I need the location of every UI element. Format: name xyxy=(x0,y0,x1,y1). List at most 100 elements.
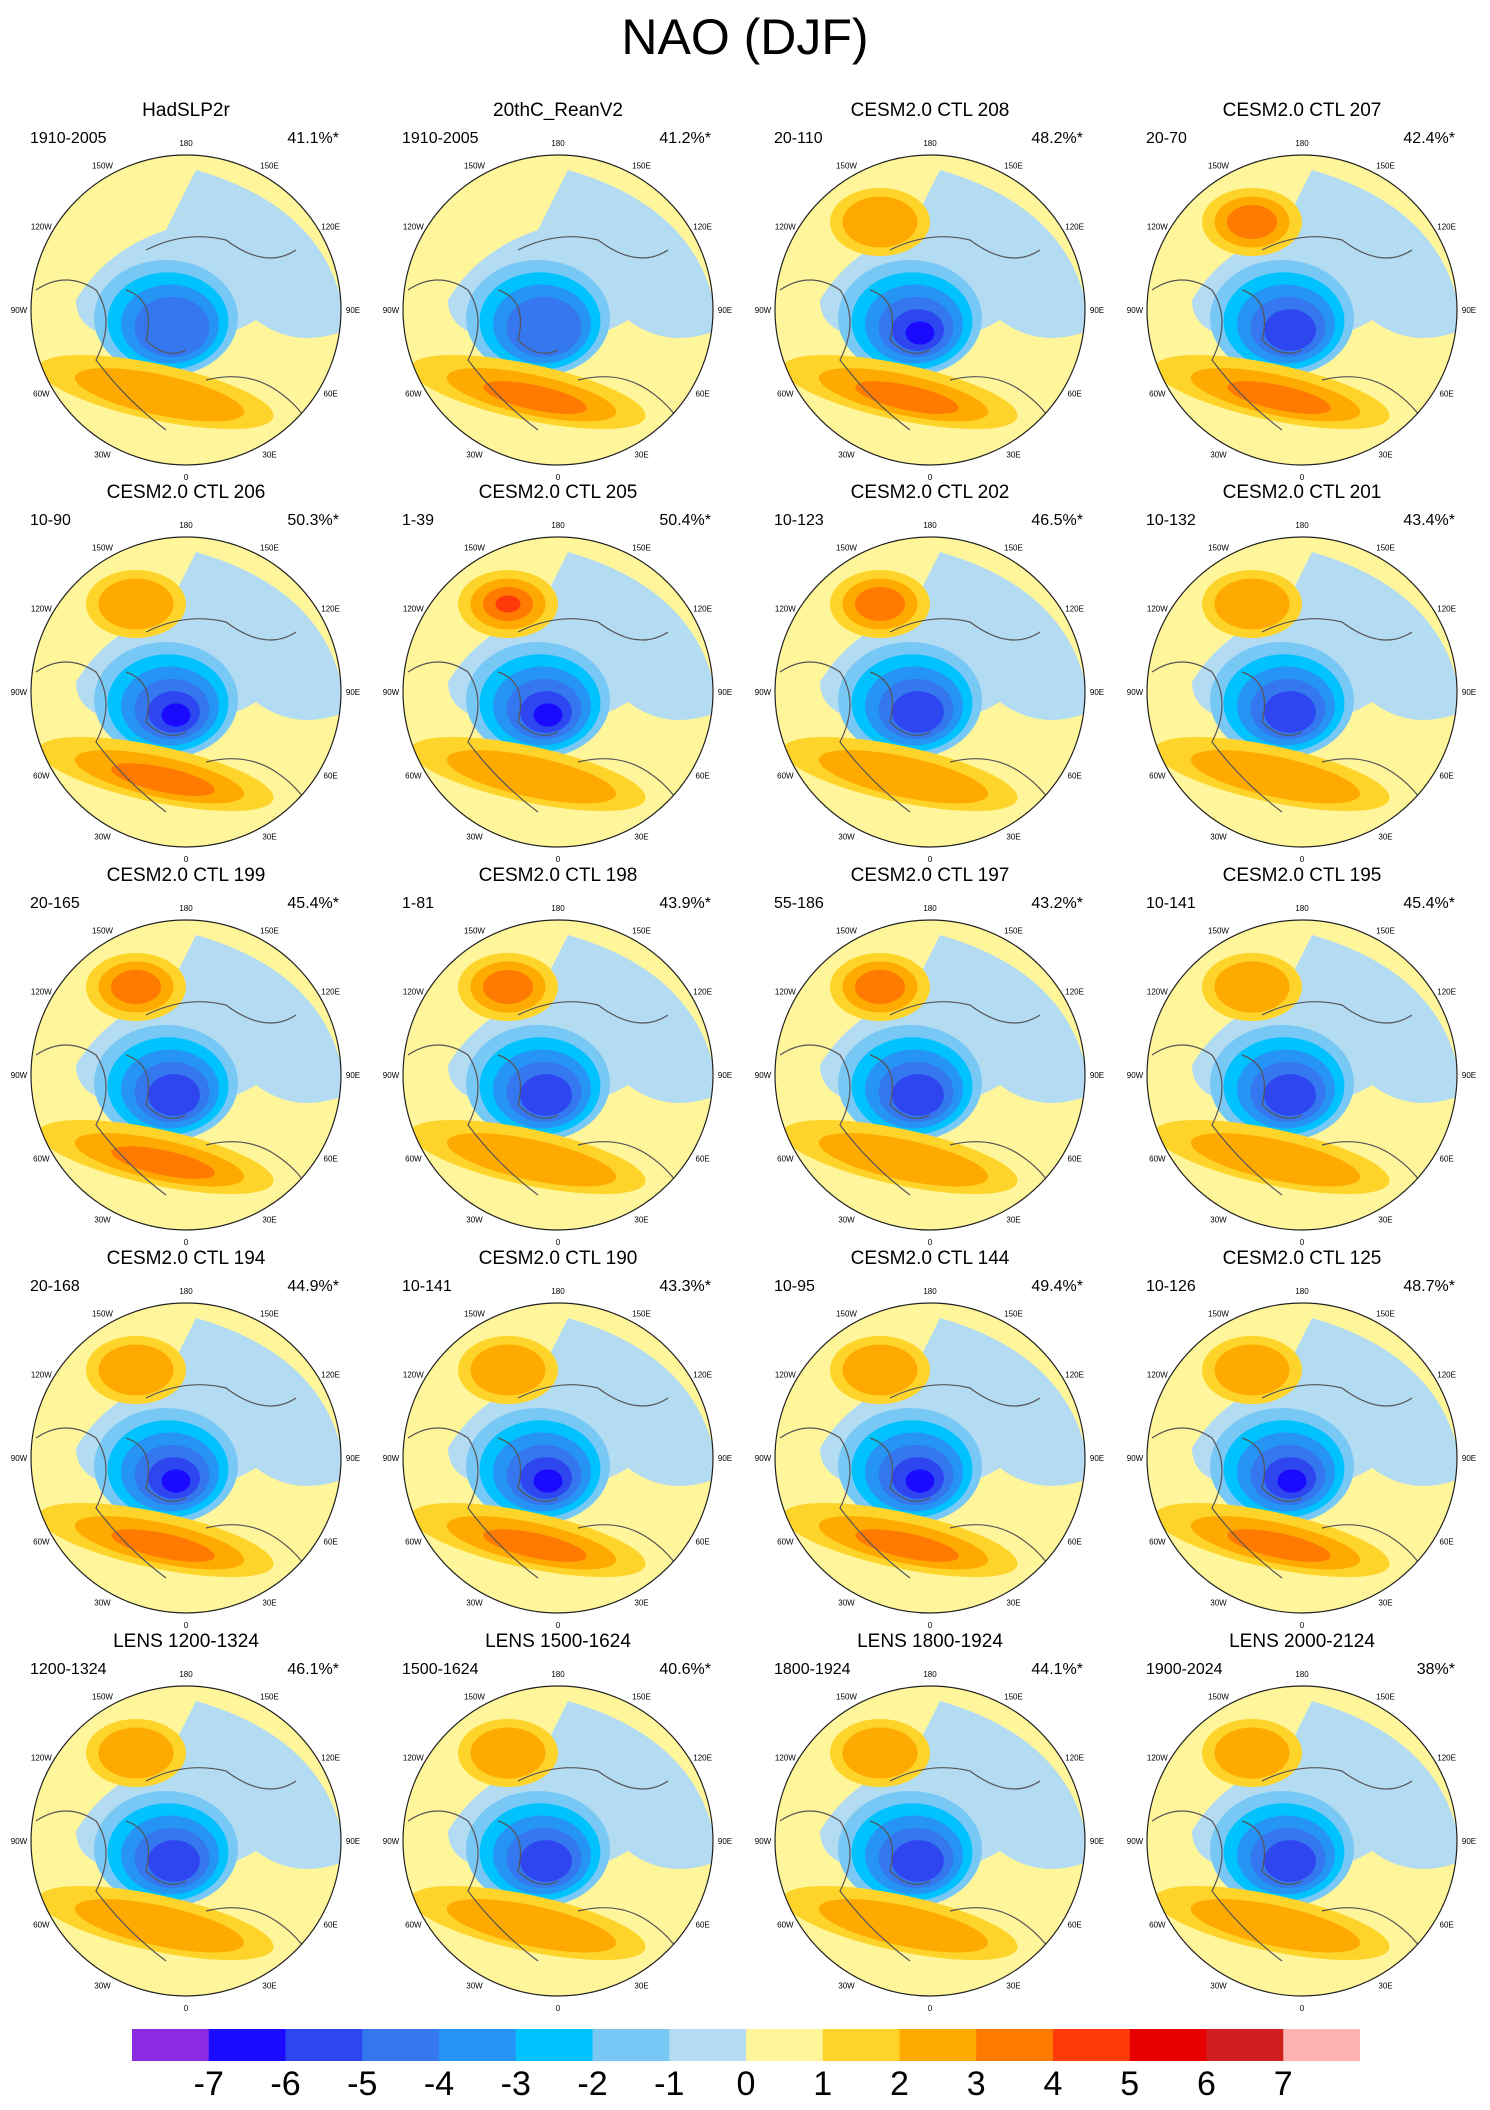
map-panel: CESM2.0 CTL 194 20-168 44.9%* 180 150E 120E 90… xyxy=(0,1248,372,1628)
longitude-label: 150W xyxy=(836,1692,857,1701)
panel-period: 1200-1324 xyxy=(30,1661,107,1678)
longitude-label: 0 xyxy=(928,473,933,480)
longitude-label: 120W xyxy=(403,1754,424,1763)
longitude-label: 180 xyxy=(551,521,565,530)
longitude-label: 150W xyxy=(464,1692,485,1701)
longitude-label: 120E xyxy=(1065,1754,1084,1763)
low-pressure-contour xyxy=(892,1074,944,1116)
longitude-label: 90E xyxy=(1090,1837,1104,1846)
longitude-label: 60E xyxy=(1440,1155,1454,1164)
longitude-label: 90E xyxy=(1462,1454,1476,1463)
longitude-label: 120E xyxy=(1437,1371,1456,1380)
longitude-label: 90E xyxy=(718,1071,732,1080)
longitude-label: 60W xyxy=(777,390,794,399)
panel-period: 1800-1924 xyxy=(774,1661,851,1678)
pacific-anomaly-contour xyxy=(842,1344,918,1396)
colorbar-tick-label: 4 xyxy=(1043,2065,1063,2103)
longitude-label: 90E xyxy=(1462,1837,1476,1846)
longitude-label: 30W xyxy=(94,1599,111,1608)
longitude-label: 90W xyxy=(755,1454,772,1463)
longitude-label: 30W xyxy=(1210,451,1227,460)
longitude-label: 180 xyxy=(1295,521,1309,530)
longitude-label: 180 xyxy=(1295,904,1309,913)
colorbar-tick-label: -6 xyxy=(270,2065,301,2103)
longitude-label: 120W xyxy=(1147,1754,1168,1763)
longitude-label: 150E xyxy=(1004,1309,1023,1318)
longitude-label: 60W xyxy=(405,390,422,399)
longitude-label: 60W xyxy=(777,1538,794,1547)
longitude-label: 90E xyxy=(718,688,732,697)
low-pressure-contour xyxy=(533,1469,563,1493)
longitude-label: 30W xyxy=(94,1216,111,1225)
map-panel: CESM2.0 CTL 195 10-141 45.4%* 180 150E 120E 90… xyxy=(1116,865,1488,1245)
map-boundary xyxy=(30,154,342,466)
panel-variance-percent: 43.3%* xyxy=(659,1278,711,1295)
low-pressure-contour xyxy=(892,691,944,733)
longitude-label: 30W xyxy=(466,1982,483,1991)
longitude-label: 120W xyxy=(775,1371,796,1380)
longitude-label: 30E xyxy=(1378,451,1392,460)
high-pressure-contour xyxy=(74,1899,245,1953)
longitude-label: 180 xyxy=(179,1287,193,1296)
map-panel: CESM2.0 CTL 201 10-132 43.4%* 180 150E 120E 90… xyxy=(1116,482,1488,862)
longitude-label: 0 xyxy=(1300,1238,1305,1245)
panel-period: 10-141 xyxy=(1146,895,1196,912)
low-pressure-contour xyxy=(1264,1840,1316,1882)
longitude-label: 30E xyxy=(1378,1216,1392,1225)
colorbar-swatch xyxy=(592,2029,670,2061)
pacific-anomaly-contour xyxy=(842,1727,918,1779)
high-pressure-contour xyxy=(855,1529,959,1562)
map-boundary xyxy=(30,536,342,848)
longitude-label: 30E xyxy=(1378,1599,1392,1608)
pacific-anomaly-contour xyxy=(1227,205,1277,239)
colorbar-tick-label: 2 xyxy=(890,2065,909,2103)
colorbar-tick-label: 5 xyxy=(1120,2065,1140,2103)
longitude-label: 150E xyxy=(1004,543,1023,552)
longitude-label: 120E xyxy=(1437,605,1456,614)
colorbar-swatch xyxy=(746,2029,824,2061)
coastline xyxy=(407,618,689,823)
longitude-label: 150W xyxy=(1208,1309,1229,1318)
longitude-label: 0 xyxy=(928,1621,933,1628)
map-panel: CESM2.0 CTL 206 10-90 50.3%* 180 150E 120E 90E… xyxy=(0,482,372,862)
longitude-label: 150W xyxy=(464,1309,485,1318)
coastline xyxy=(1151,236,1433,441)
high-pressure-contour xyxy=(111,1529,215,1562)
low-pressure-contour xyxy=(1264,309,1316,351)
polar-map: 180 150E 120E 90E 60E 30E 0 30W 60W 90W 120W 150W xyxy=(1127,521,1476,862)
longitude-label: 0 xyxy=(556,2004,561,2011)
panel-title: CESM2.0 CTL 199 xyxy=(106,865,266,886)
panel-title: CESM2.0 CTL 125 xyxy=(1222,1248,1382,1269)
panel-title: CESM2.0 CTL 202 xyxy=(850,482,1010,503)
polar-map: 180 150E 120E 90E 60E 30E 0 30W 60W 90W 120W 150W xyxy=(755,904,1104,1245)
longitude-label: 60E xyxy=(324,1921,338,1930)
longitude-label: 0 xyxy=(556,1238,561,1245)
low-pressure-contour xyxy=(134,296,210,358)
longitude-label: 90W xyxy=(11,306,28,315)
polar-map: 180 150E 120E 90E 60E 30E 0 30W 60W 90W 120W 150W xyxy=(11,904,360,1245)
longitude-label: 30W xyxy=(838,1982,855,1991)
colorbar-swatch xyxy=(132,2029,210,2061)
map-boundary xyxy=(774,919,1086,1231)
longitude-label: 120E xyxy=(693,223,712,232)
map-panel: CESM2.0 CTL 205 1-39 50.4%* 180 150E 120E 90E 6… xyxy=(372,482,744,862)
panel-title: CESM2.0 CTL 190 xyxy=(478,1248,638,1269)
low-pressure-contour xyxy=(148,1840,200,1882)
longitude-label: 30E xyxy=(1006,451,1020,460)
panel-title: CESM2.0 CTL 194 xyxy=(106,1248,266,1269)
longitude-label: 60E xyxy=(1068,1538,1082,1547)
colorbar-swatch xyxy=(208,2029,286,2061)
longitude-label: 150E xyxy=(632,543,651,552)
polar-map: 180 150E 120E 90E 60E 30E 0 30W 60W 90W 120W 150W xyxy=(755,1670,1104,2011)
longitude-label: 150E xyxy=(1004,161,1023,170)
pacific-anomaly-contour xyxy=(470,1344,546,1396)
longitude-label: 90E xyxy=(346,1837,360,1846)
longitude-label: 120W xyxy=(31,988,52,997)
pacific-anomaly-contour xyxy=(855,587,905,621)
longitude-label: 90E xyxy=(346,1071,360,1080)
colorbar-swatch xyxy=(976,2029,1054,2061)
coastline xyxy=(1151,1001,1433,1206)
longitude-label: 60W xyxy=(777,1155,794,1164)
longitude-label: 120E xyxy=(1437,988,1456,997)
longitude-label: 30E xyxy=(1378,1982,1392,1991)
